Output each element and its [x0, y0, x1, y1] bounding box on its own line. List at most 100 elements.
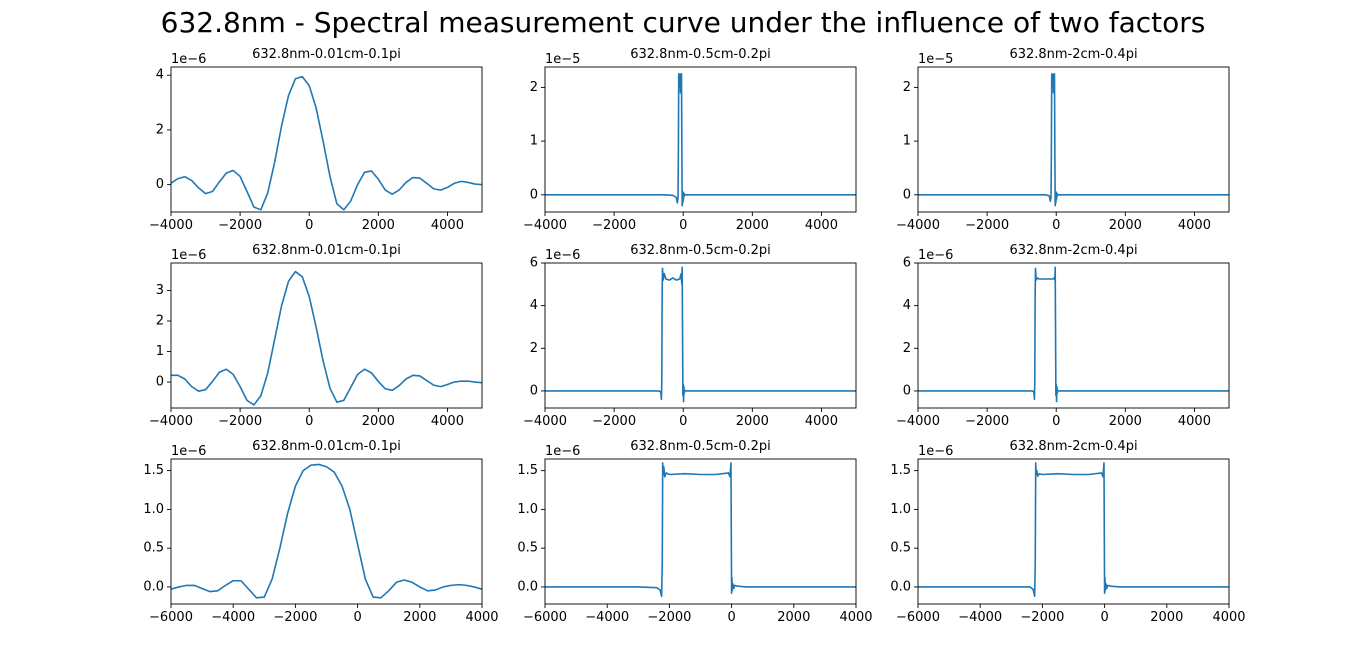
subplot-title: 632.8nm-2cm-0.4pi — [1009, 243, 1137, 258]
subplot-title: 632.8nm-0.01cm-0.1pi — [252, 47, 401, 62]
x-tick-label: 0 — [305, 414, 313, 429]
data-line — [918, 462, 1229, 598]
x-tick-label: 4000 — [805, 218, 838, 233]
y-offset-label: 1e−5 — [545, 52, 580, 67]
x-tick-label: 2000 — [736, 414, 769, 429]
y-tick-label: 0.0 — [517, 579, 538, 594]
subplot-3-1: −6000 −4000 −2000 0 2000 4000 0.0 0.5 1.0 1.5 632.… — [143, 439, 498, 625]
x-tick-label: 0 — [305, 218, 313, 233]
axes-frame — [170, 458, 483, 605]
axes-frame — [544, 262, 857, 409]
y-tick-label: 1.0 — [890, 502, 911, 517]
x-tick-label: −2000 — [218, 414, 262, 429]
y-tick-label: 0.0 — [890, 579, 911, 594]
y-tick-label: 2 — [903, 80, 911, 95]
y-tick-label: 1.0 — [143, 502, 164, 517]
subplot-2-3: −4000 −2000 0 2000 4000 0 2 4 6 632.8nm-2cm-0.4pi… — [896, 243, 1230, 429]
y-tick-label: 1.5 — [143, 463, 164, 478]
subplot-title: 632.8nm-0.01cm-0.1pi — [252, 243, 401, 258]
x-tick-label: −4000 — [896, 414, 940, 429]
axes-frame — [170, 262, 483, 409]
y-offset-label: 1e−5 — [918, 52, 953, 67]
x-tick-label: 0 — [1100, 610, 1108, 625]
subplot-title: 632.8nm-0.01cm-0.1pi — [252, 439, 401, 454]
y-tick-label: 0 — [903, 383, 911, 398]
x-tick-label: 2000 — [362, 218, 395, 233]
x-tick-label: −4000 — [523, 218, 567, 233]
subplot-2-1: −4000 −2000 0 2000 4000 0 1 2 3 632.8nm-0.01cm-0.… — [149, 243, 483, 429]
x-tick-label: −4000 — [585, 610, 629, 625]
x-tick-label: −4000 — [211, 610, 255, 625]
subplot-title: 632.8nm-0.5cm-0.2pi — [630, 243, 771, 258]
x-tick-label: −2000 — [592, 414, 636, 429]
x-tick-label: 4000 — [1178, 218, 1211, 233]
x-tick-label: 0 — [1052, 218, 1060, 233]
y-tick-label: 1.5 — [890, 463, 911, 478]
y-tick-label: 1 — [903, 134, 911, 149]
x-tick-label: −2000 — [1020, 610, 1064, 625]
x-tick-label: 4000 — [465, 610, 498, 625]
x-tick-label: −6000 — [149, 610, 193, 625]
x-tick-label: −6000 — [896, 610, 940, 625]
subplot-2-2: −4000 −2000 0 2000 4000 0 2 4 6 632.8nm-0.5cm-0.2… — [523, 243, 857, 429]
x-tick-label: 4000 — [431, 218, 464, 233]
x-tick-label: 2000 — [362, 414, 395, 429]
x-tick-label: −2000 — [965, 218, 1009, 233]
axes-frame — [544, 458, 857, 605]
y-tick-label: 0.0 — [143, 579, 164, 594]
subplot-3-2: −6000 −4000 −2000 0 2000 4000 0.0 0.5 1.0 1.5 632.… — [517, 439, 872, 625]
y-tick-label: 2 — [156, 314, 164, 329]
y-tick-label: 0 — [156, 177, 164, 192]
x-tick-label: 2000 — [403, 610, 436, 625]
data-line — [545, 462, 856, 598]
x-tick-label: −4000 — [523, 414, 567, 429]
axes-frame — [917, 66, 1230, 213]
subplot-1-2: −4000 −2000 0 2000 4000 0 1 2 632.8nm-0.5cm-0.2p… — [523, 47, 857, 233]
y-tick-label: 0 — [530, 383, 538, 398]
y-tick-label: 1 — [156, 344, 164, 359]
x-tick-label: 2000 — [736, 218, 769, 233]
x-tick-label: −4000 — [149, 218, 193, 233]
y-tick-label: 0.5 — [517, 541, 538, 556]
y-tick-label: 4 — [530, 298, 538, 313]
x-tick-label: 4000 — [1178, 414, 1211, 429]
x-tick-label: 2000 — [1109, 414, 1142, 429]
y-tick-label: 2 — [530, 341, 538, 356]
x-tick-label: 4000 — [431, 414, 464, 429]
y-tick-label: 6 — [530, 256, 538, 271]
x-tick-label: 0 — [679, 218, 687, 233]
data-line — [171, 463, 482, 599]
subplot-1-3: −4000 −2000 0 2000 4000 0 1 2 632.8nm-2cm-0.4pi 1… — [896, 47, 1230, 233]
y-offset-label: 1e−6 — [918, 248, 953, 263]
axes-frame — [917, 458, 1230, 605]
x-tick-label: −4000 — [149, 414, 193, 429]
subplot-1-1: −4000 −2000 0 2000 4000 0 2 4 632.8nm-0.01cm-0.1… — [149, 47, 483, 233]
data-line — [918, 266, 1229, 403]
subplot-3-3: −6000 −4000 −2000 0 2000 4000 0.0 0.5 1.0 1.5 632.… — [890, 439, 1245, 625]
y-offset-label: 1e−6 — [545, 248, 580, 263]
subplot-title: 632.8nm-0.5cm-0.2pi — [630, 47, 771, 62]
y-tick-label: 1.0 — [517, 502, 538, 517]
y-offset-label: 1e−6 — [171, 444, 206, 459]
y-tick-label: 2 — [530, 80, 538, 95]
subplot-title: 632.8nm-2cm-0.4pi — [1009, 439, 1137, 454]
y-tick-label: 0 — [156, 375, 164, 390]
y-offset-label: 1e−6 — [171, 52, 206, 67]
axes-frame — [170, 66, 483, 213]
subplot-title: 632.8nm-0.5cm-0.2pi — [630, 439, 771, 454]
axes-frame — [917, 262, 1230, 409]
y-tick-label: 4 — [156, 68, 164, 83]
x-tick-label: −2000 — [647, 610, 691, 625]
data-line — [545, 73, 856, 207]
x-tick-label: −2000 — [592, 218, 636, 233]
x-tick-label: 0 — [727, 610, 735, 625]
x-tick-label: −2000 — [273, 610, 317, 625]
data-line — [171, 270, 482, 406]
x-tick-label: −6000 — [523, 610, 567, 625]
y-offset-label: 1e−6 — [918, 444, 953, 459]
x-tick-label: 4000 — [1212, 610, 1245, 625]
x-tick-label: 0 — [1052, 414, 1060, 429]
axes-frame — [544, 66, 857, 213]
y-tick-label: 2 — [903, 341, 911, 356]
